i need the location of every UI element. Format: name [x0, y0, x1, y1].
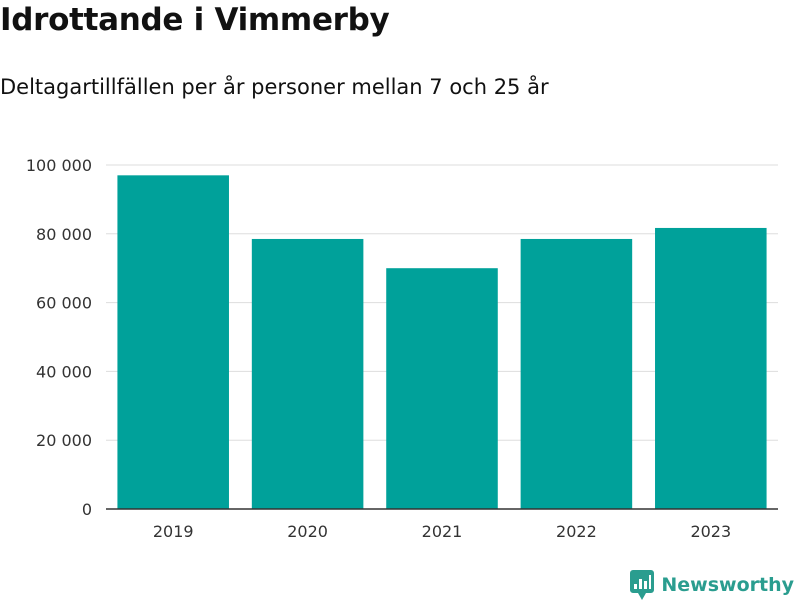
y-tick-label: 20 000: [36, 431, 92, 450]
x-tick-label: 2023: [690, 522, 731, 541]
chart-subtitle: Deltagartillfällen per år personer mella…: [0, 75, 549, 99]
y-tick-label: 40 000: [36, 362, 92, 381]
y-tick-label: 0: [82, 500, 92, 519]
x-axis-tick-labels: 2019 2020 2021 2022 2023: [153, 522, 731, 541]
bars: [117, 175, 767, 509]
x-tick-label: 2022: [556, 522, 597, 541]
y-axis-tick-labels: 0 20 000 40 000 60 000 80 000 100 000: [26, 156, 92, 519]
bar-2021: [386, 268, 498, 509]
bar-2023: [655, 227, 767, 509]
x-tick-label: 2021: [422, 522, 463, 541]
chart-title: Idrottande i Vimmerby: [0, 2, 390, 38]
y-tick-label: 100 000: [26, 156, 92, 175]
newsworthy-logo-icon: [630, 570, 655, 600]
newsworthy-brand: Newsworthy: [630, 570, 794, 600]
bar-chart: 0 20 000 40 000 60 000 80 000 100 000 2019 202…: [26, 156, 778, 541]
bar-2020: [251, 238, 364, 509]
bar-2019: [117, 175, 229, 509]
y-tick-label: 60 000: [36, 294, 92, 313]
x-tick-label: 2019: [153, 522, 194, 541]
bar-2022: [520, 238, 633, 509]
y-tick-label: 80 000: [36, 225, 92, 244]
brand-name: Newsworthy: [661, 574, 794, 596]
x-tick-label: 2020: [287, 522, 328, 541]
